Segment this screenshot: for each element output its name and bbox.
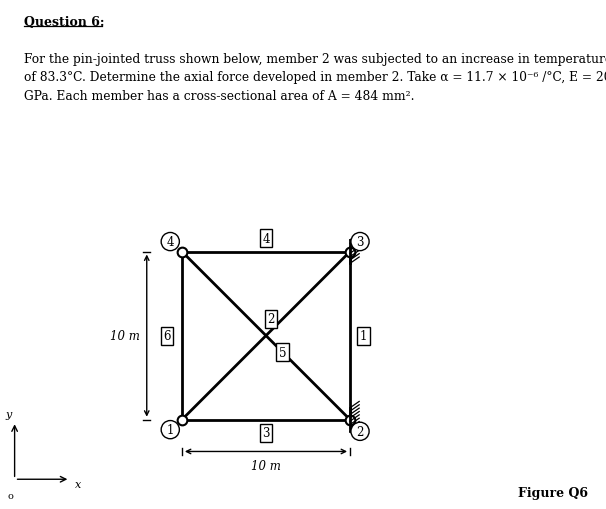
Text: Figure Q6: Figure Q6 (518, 486, 588, 499)
Text: 6: 6 (163, 329, 171, 343)
Text: For the pin-jointed truss shown below, member 2 was subjected to an increase in : For the pin-jointed truss shown below, m… (24, 53, 606, 103)
Text: 1: 1 (360, 329, 367, 343)
Text: 3: 3 (356, 236, 364, 248)
Text: x: x (75, 479, 81, 489)
Text: 10 m: 10 m (251, 459, 281, 472)
Text: 10 m: 10 m (110, 329, 140, 343)
Text: 3: 3 (262, 427, 270, 440)
Text: 5: 5 (279, 346, 287, 359)
Text: o: o (7, 491, 13, 500)
Text: 1: 1 (167, 423, 174, 436)
Text: 2: 2 (356, 425, 364, 438)
Text: 4: 4 (167, 236, 174, 248)
Text: 2: 2 (267, 313, 275, 326)
Text: y: y (5, 409, 12, 419)
Text: Question 6:: Question 6: (24, 16, 104, 29)
Text: 4: 4 (262, 232, 270, 245)
